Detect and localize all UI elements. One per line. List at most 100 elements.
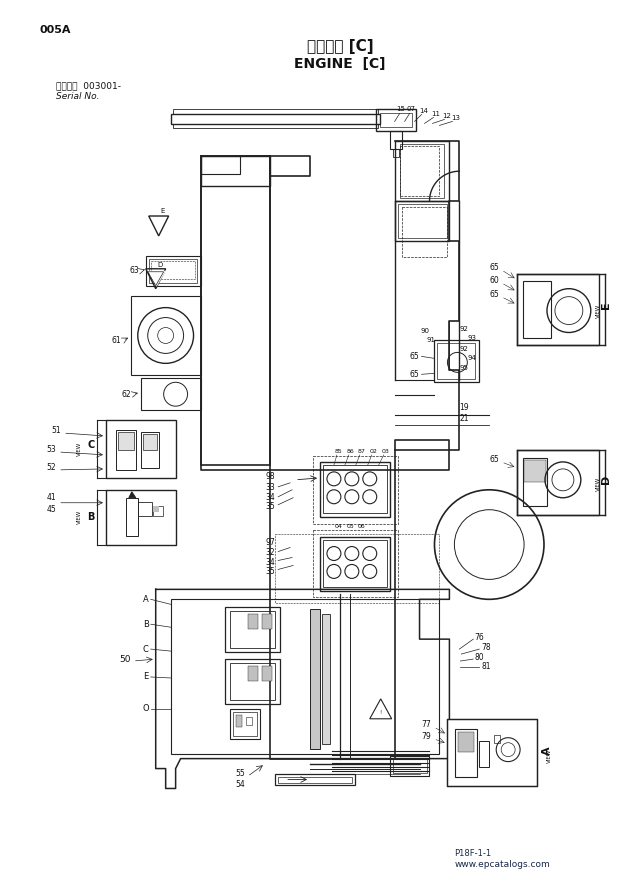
Text: 05: 05 bbox=[347, 525, 355, 529]
Text: 61: 61 bbox=[111, 336, 121, 345]
Text: VIEW: VIEW bbox=[596, 477, 601, 491]
Bar bbox=[200, 156, 270, 186]
Text: D: D bbox=[601, 476, 611, 485]
Bar bbox=[118, 432, 134, 450]
Bar bbox=[131, 296, 200, 375]
Text: E: E bbox=[143, 672, 149, 682]
Bar bbox=[173, 124, 378, 128]
Text: 62: 62 bbox=[121, 389, 131, 399]
Bar bbox=[523, 281, 551, 339]
Text: エンジン [C]: エンジン [C] bbox=[307, 39, 374, 54]
Text: www.epcatalogs.com: www.epcatalogs.com bbox=[454, 860, 550, 869]
Text: 32: 32 bbox=[265, 548, 275, 557]
Text: 55: 55 bbox=[236, 769, 245, 778]
Text: 98: 98 bbox=[265, 472, 275, 481]
Bar bbox=[323, 465, 387, 513]
Bar bbox=[310, 609, 320, 749]
Bar bbox=[106, 420, 176, 478]
Bar bbox=[394, 201, 449, 241]
Bar bbox=[150, 260, 195, 279]
Text: 51: 51 bbox=[51, 426, 61, 435]
Text: 33: 33 bbox=[265, 484, 275, 493]
Bar bbox=[200, 156, 270, 465]
Text: 適用号機  003001-: 適用号機 003001- bbox=[56, 81, 121, 90]
Bar bbox=[233, 712, 257, 736]
Bar bbox=[437, 343, 475, 380]
Text: 35: 35 bbox=[265, 567, 275, 576]
Bar bbox=[116, 430, 136, 470]
Bar bbox=[226, 659, 280, 704]
Bar bbox=[401, 207, 447, 257]
Bar bbox=[394, 141, 449, 201]
Bar bbox=[523, 458, 547, 506]
Text: 06: 06 bbox=[358, 525, 365, 529]
Text: 94: 94 bbox=[467, 356, 476, 362]
Text: 97: 97 bbox=[265, 538, 275, 547]
Bar bbox=[106, 490, 176, 545]
Text: 50: 50 bbox=[119, 654, 131, 663]
Bar bbox=[278, 776, 352, 782]
Bar bbox=[231, 612, 275, 648]
Polygon shape bbox=[129, 492, 136, 498]
Text: 04: 04 bbox=[335, 525, 343, 529]
Bar bbox=[390, 132, 401, 149]
Text: 54: 54 bbox=[236, 780, 245, 789]
Text: B: B bbox=[143, 620, 149, 629]
Bar bbox=[141, 432, 159, 468]
Text: 14: 14 bbox=[420, 108, 428, 115]
Bar bbox=[275, 533, 439, 604]
Text: 87: 87 bbox=[358, 450, 366, 454]
Text: 19: 19 bbox=[459, 403, 469, 412]
Text: VIEW: VIEW bbox=[76, 442, 82, 456]
Text: A: A bbox=[143, 595, 149, 604]
Text: 53: 53 bbox=[46, 445, 56, 454]
Text: 60: 60 bbox=[489, 276, 499, 285]
Text: 15: 15 bbox=[397, 107, 406, 113]
Text: 45: 45 bbox=[46, 505, 56, 514]
Bar bbox=[458, 732, 474, 751]
Bar bbox=[320, 537, 390, 591]
Text: 07: 07 bbox=[406, 107, 416, 113]
Text: 85: 85 bbox=[335, 450, 343, 454]
Text: 65: 65 bbox=[489, 263, 499, 272]
Bar bbox=[231, 663, 275, 700]
Bar bbox=[236, 715, 242, 726]
Bar bbox=[479, 741, 489, 766]
Text: C: C bbox=[143, 645, 149, 653]
Text: Serial No.: Serial No. bbox=[56, 92, 100, 101]
Text: 52: 52 bbox=[47, 463, 56, 472]
Text: E: E bbox=[601, 301, 611, 309]
Bar bbox=[320, 462, 390, 517]
Text: 93: 93 bbox=[467, 335, 477, 341]
Text: 79: 79 bbox=[422, 733, 432, 741]
Text: 91: 91 bbox=[427, 338, 435, 343]
Text: VIEW: VIEW bbox=[547, 749, 552, 763]
Bar bbox=[398, 204, 447, 238]
Text: 005A: 005A bbox=[39, 25, 71, 35]
Text: 03: 03 bbox=[382, 450, 389, 454]
Text: C: C bbox=[87, 440, 95, 450]
Bar bbox=[126, 498, 138, 535]
Bar bbox=[313, 456, 398, 524]
Text: P18F-1-1: P18F-1-1 bbox=[454, 849, 492, 858]
Bar bbox=[494, 734, 500, 742]
Text: 41: 41 bbox=[47, 493, 56, 502]
Bar bbox=[200, 156, 240, 174]
Text: ENGINE  [C]: ENGINE [C] bbox=[294, 57, 386, 71]
Text: VIEW: VIEW bbox=[76, 509, 82, 524]
Text: 12: 12 bbox=[442, 114, 451, 119]
Text: 78: 78 bbox=[482, 643, 491, 652]
Bar bbox=[399, 147, 439, 196]
Bar bbox=[392, 758, 427, 773]
Bar bbox=[173, 109, 378, 115]
Bar bbox=[390, 756, 430, 775]
Bar bbox=[456, 729, 477, 776]
Bar bbox=[524, 460, 546, 482]
Text: 77: 77 bbox=[422, 720, 432, 729]
Bar bbox=[262, 666, 272, 681]
Bar bbox=[171, 115, 380, 124]
Bar bbox=[517, 450, 599, 515]
Bar bbox=[246, 717, 252, 725]
Text: 65: 65 bbox=[410, 352, 420, 361]
Text: 95: 95 bbox=[459, 365, 468, 372]
